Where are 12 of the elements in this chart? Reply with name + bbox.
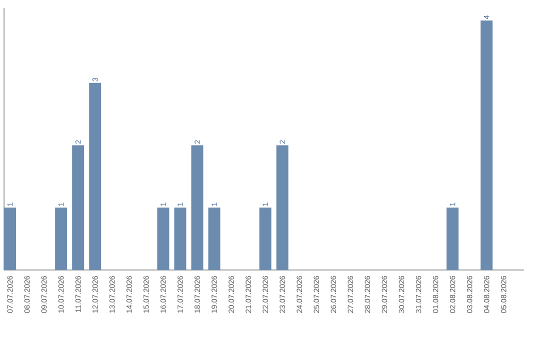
bar	[191, 145, 204, 270]
bar	[157, 208, 170, 270]
bar	[208, 208, 220, 270]
bar	[55, 208, 68, 270]
bar	[259, 208, 272, 270]
bar	[4, 208, 16, 270]
bar	[72, 145, 84, 270]
bar	[446, 208, 459, 270]
bar	[480, 20, 493, 270]
bar	[276, 145, 288, 270]
bar	[89, 82, 102, 270]
bar	[174, 208, 186, 270]
